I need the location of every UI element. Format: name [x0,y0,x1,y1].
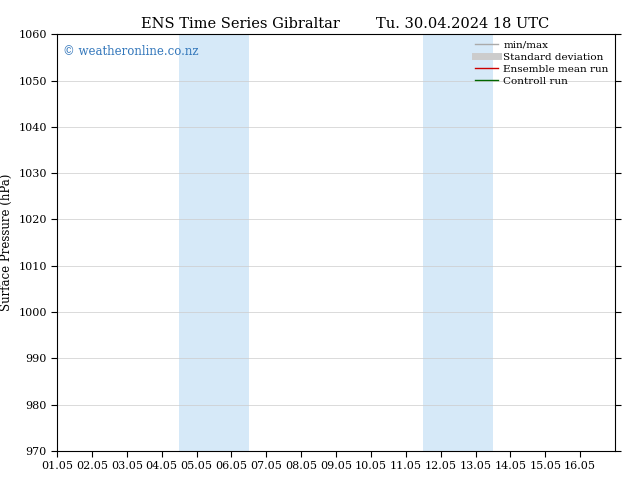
Y-axis label: Surface Pressure (hPa): Surface Pressure (hPa) [0,174,13,311]
Bar [424,34,493,451]
Text: © weatheronline.co.nz: © weatheronline.co.nz [63,45,198,58]
Bar [179,34,249,451]
Text: Tu. 30.04.2024 18 UTC: Tu. 30.04.2024 18 UTC [376,17,550,31]
Text: ENS Time Series Gibraltar: ENS Time Series Gibraltar [141,17,340,31]
Legend: min/max, Standard deviation, Ensemble mean run, Controll run: min/max, Standard deviation, Ensemble me… [471,36,613,90]
